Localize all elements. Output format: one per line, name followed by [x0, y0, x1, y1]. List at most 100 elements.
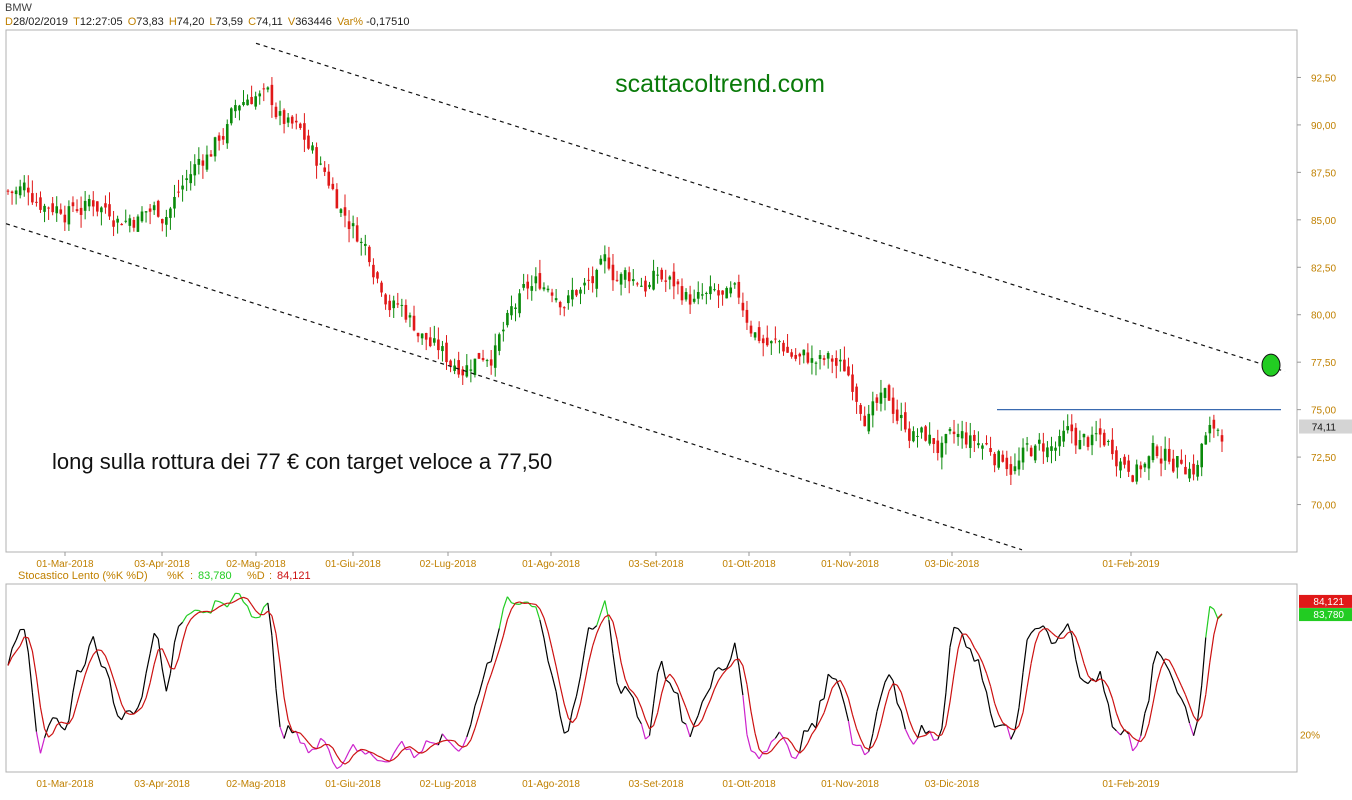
stoch-k-line-segment	[112, 702, 119, 716]
candle-body	[384, 294, 387, 305]
stoch-d-line-segment	[1079, 648, 1085, 664]
stoch-d-line-segment	[843, 687, 850, 699]
stoch-d-line-segment	[506, 608, 513, 620]
stoch-k-line-segment	[430, 741, 435, 744]
stoch-k-line-segment	[145, 653, 151, 674]
candle-body	[652, 270, 655, 290]
stoch-d-line-segment	[640, 707, 647, 720]
candle-body	[1192, 463, 1195, 475]
candle-body	[282, 110, 286, 124]
candle-body	[1005, 457, 1009, 470]
candle-body	[591, 276, 594, 284]
stoch-k-line-segment	[39, 737, 46, 754]
stoch-d-line-segment	[799, 749, 805, 754]
stoch-k-line-segment	[235, 592, 240, 595]
stoch-d-line-segment	[1128, 731, 1134, 738]
candle-body	[550, 292, 554, 296]
stoch-d-line-segment	[563, 703, 569, 719]
candle-body	[1123, 456, 1126, 465]
stoch-k-line-segment	[734, 642, 740, 666]
candle-body	[47, 207, 50, 209]
stoch-k-line-segment	[847, 720, 854, 745]
stoch-k-line-segment	[763, 750, 768, 753]
candle-body	[822, 358, 826, 360]
stoch-d-line-segment	[953, 648, 959, 675]
candle-body	[181, 185, 184, 190]
stoch-d-line-segment	[462, 745, 468, 748]
stoch-k-line-segment	[421, 740, 427, 752]
stoch-d-line-segment	[604, 614, 610, 618]
stoch-d-line-segment	[218, 604, 224, 608]
stoch-x-tick-label: 01-Mar-2018	[36, 779, 94, 790]
stoch-k-line-segment	[336, 765, 342, 770]
stoch-k-line-segment	[409, 748, 415, 759]
stochastic-title: Stocastico Lento (%K %D)	[18, 570, 148, 582]
quote-header: D28/02/2019 T12:27:05 O73,83 H74,20 L73,…	[5, 16, 412, 28]
candle-body	[1159, 458, 1163, 464]
stoch-d-line-segment	[182, 626, 188, 642]
stoch-x-tick-label: 03-Apr-2018	[134, 779, 190, 790]
stoch-d-line-segment	[1140, 736, 1146, 743]
stoch-d-line-segment	[608, 614, 614, 623]
stoch-d-line-segment	[1038, 628, 1044, 633]
stoch-d-line-segment	[263, 610, 269, 616]
candle-body	[1021, 447, 1025, 463]
stoch-k-line-segment	[896, 702, 902, 712]
stoch-k-line-segment	[657, 660, 663, 674]
stoch-d-line-segment	[27, 637, 33, 652]
candle-body	[997, 451, 1000, 468]
quote-field-key: C	[248, 16, 257, 28]
stoch-k-line-segment	[108, 678, 115, 704]
last-price-box	[1299, 419, 1352, 434]
stoch-d-line-segment	[429, 743, 435, 748]
candle-body	[59, 209, 63, 214]
stoch-k-line-segment	[681, 721, 687, 725]
candle-body	[481, 357, 485, 361]
stoch-x-tick-label: 01-Feb-2019	[1102, 779, 1160, 790]
stoch-k-line-segment	[1205, 606, 1211, 638]
candle-body	[843, 359, 846, 372]
candle-body	[993, 453, 996, 466]
stoch-d-line-segment	[39, 707, 46, 729]
y-tick-label: 82,50	[1311, 263, 1336, 274]
stoch-d-line-segment	[868, 745, 874, 750]
stoch-d-line-segment	[161, 648, 167, 659]
stoch-d-line-segment	[44, 728, 50, 738]
candle-body	[380, 282, 383, 293]
stoch-k-line-segment	[1046, 631, 1053, 644]
stoch-k-line-segment	[677, 693, 683, 722]
stoch-k-line-segment	[1010, 730, 1016, 740]
candle-body	[567, 295, 570, 304]
stoch-d-line-segment	[486, 674, 492, 686]
candle-body	[197, 158, 201, 165]
candle-body	[278, 111, 282, 116]
stoch-d-line-segment	[1124, 729, 1129, 733]
stoch-k-line-segment	[413, 753, 419, 759]
stoch-k-line-segment	[478, 678, 484, 695]
candle-body	[778, 341, 781, 343]
stoch-d-line-segment	[170, 667, 175, 670]
stoch-d-line-segment	[535, 604, 541, 610]
candle-body	[1139, 465, 1143, 470]
candle-body	[924, 426, 927, 441]
quote-field-c: C74,11	[248, 16, 286, 28]
candle-body	[201, 160, 205, 166]
stoch-d-line-segment	[665, 673, 671, 680]
stoch-k-line-segment	[157, 638, 163, 670]
stoch-k-line-segment	[389, 753, 395, 762]
candle-body	[668, 276, 672, 280]
stoch-k-line-segment	[985, 691, 992, 714]
candle-body	[185, 178, 188, 181]
stoch-k-line-segment	[579, 650, 586, 677]
stoch-k-line-segment	[782, 737, 789, 746]
stoch-d-line-segment	[1010, 728, 1016, 731]
stoch-d-line-segment	[677, 686, 683, 698]
stoch-d-line-segment	[957, 634, 963, 650]
candle-body	[526, 281, 530, 289]
stoch-k-line-segment	[592, 625, 598, 630]
stoch-k-line-segment	[230, 592, 236, 601]
quote-field-key: D	[5, 16, 13, 28]
candle-body	[497, 334, 501, 351]
stoch-k-line-segment	[466, 724, 472, 738]
